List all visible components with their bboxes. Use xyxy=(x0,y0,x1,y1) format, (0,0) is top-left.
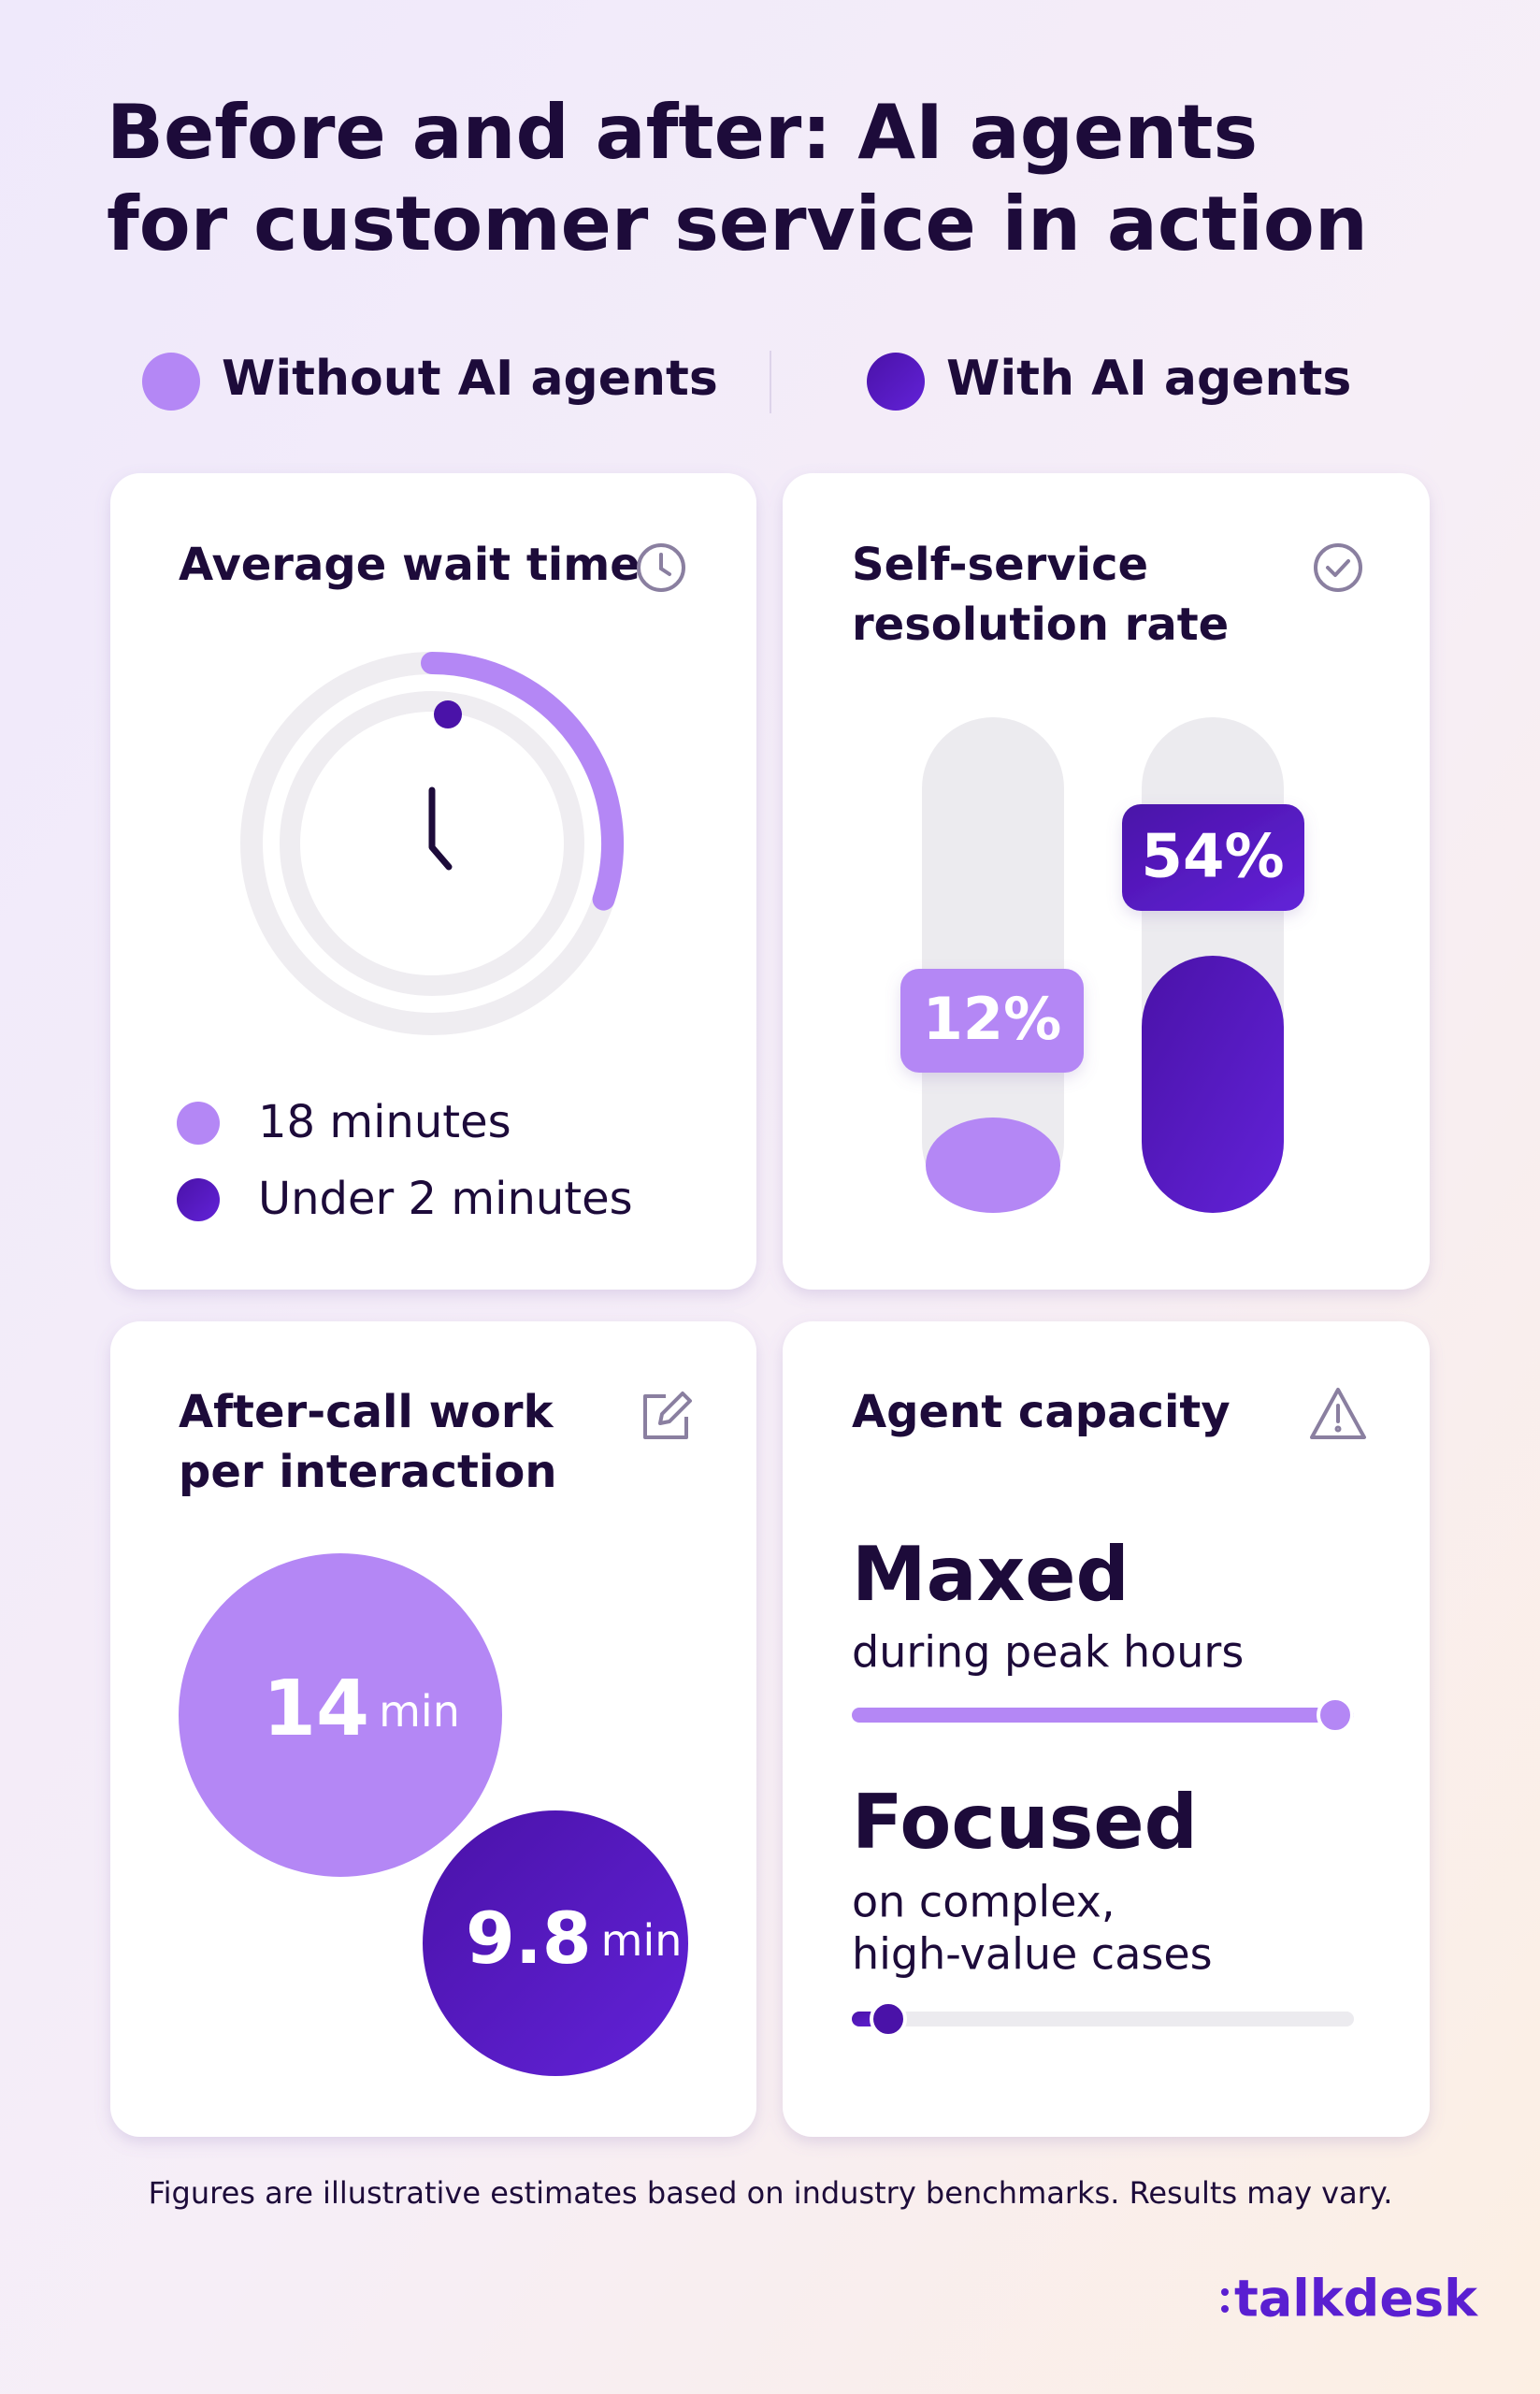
bubble-unit: min xyxy=(601,1915,683,1966)
inner-ring xyxy=(280,691,584,996)
bubble-label: 14 min xyxy=(263,1665,460,1753)
state-text: on complex, xyxy=(852,1877,1115,1927)
state-heading: Focused xyxy=(852,1779,1198,1866)
bar-fill xyxy=(1142,956,1284,1213)
logo-dot xyxy=(1221,2305,1229,2313)
title-line: Before and after: AI agents xyxy=(107,89,1258,176)
card-title: Agent capacity xyxy=(852,1386,1231,1438)
bar-labels xyxy=(900,804,1304,1073)
item-label: Under 2 minutes xyxy=(258,1173,633,1225)
card-title: per interaction xyxy=(179,1446,556,1498)
card xyxy=(783,1321,1430,2137)
legend-swatch xyxy=(142,353,200,411)
slider-track xyxy=(852,1708,1354,1723)
footnote: Figures are illustrative estimates based… xyxy=(149,2175,1393,2211)
bar-value: 54% xyxy=(1141,823,1284,892)
slider-knob xyxy=(870,2000,907,2038)
card-title: After-call work xyxy=(179,1386,554,1438)
state-text: high-value cases xyxy=(852,1929,1213,1980)
legend-label: Without AI agents xyxy=(222,351,718,407)
wait-arc xyxy=(421,652,624,911)
bubble-label: 9.8 min xyxy=(466,1896,682,1980)
item-label: 18 minutes xyxy=(258,1096,511,1148)
bar-track xyxy=(922,717,1064,1213)
bubble-value: 14 xyxy=(263,1665,369,1753)
bubble-unit: min xyxy=(379,1686,460,1737)
label-box xyxy=(1122,804,1304,911)
card xyxy=(110,473,756,1290)
wait-dot xyxy=(434,700,462,728)
check-icon xyxy=(1314,543,1362,592)
legend-swatch xyxy=(867,353,925,411)
bubble xyxy=(423,1810,688,2076)
state-text: during peak hours xyxy=(852,1627,1244,1678)
legend-dot xyxy=(177,1178,220,1221)
card-title: Self-service xyxy=(852,539,1148,591)
logo-dot xyxy=(1221,2288,1229,2296)
clock-icon xyxy=(637,543,685,592)
bar-value: 12% xyxy=(923,985,1061,1053)
card-title: Average wait time xyxy=(179,539,640,591)
slider-track xyxy=(852,2012,1354,2026)
bubble-value: 9.8 xyxy=(466,1896,592,1980)
bar-fill xyxy=(926,1118,1060,1213)
title-line: for customer service in action xyxy=(107,180,1368,267)
clock-hands xyxy=(428,786,453,871)
edit-icon xyxy=(643,1392,692,1439)
logo: talkdesk xyxy=(1234,2270,1478,2329)
slider-knob xyxy=(1317,1696,1354,1734)
bubble xyxy=(179,1553,502,1877)
label-box xyxy=(900,969,1084,1073)
state-heading: Maxed xyxy=(852,1531,1130,1618)
warning-icon xyxy=(1310,1388,1366,1439)
legend-label: With AI agents xyxy=(946,351,1351,407)
legend-dot xyxy=(177,1102,220,1145)
card xyxy=(783,473,1430,1290)
card-title: resolution rate xyxy=(852,598,1229,651)
